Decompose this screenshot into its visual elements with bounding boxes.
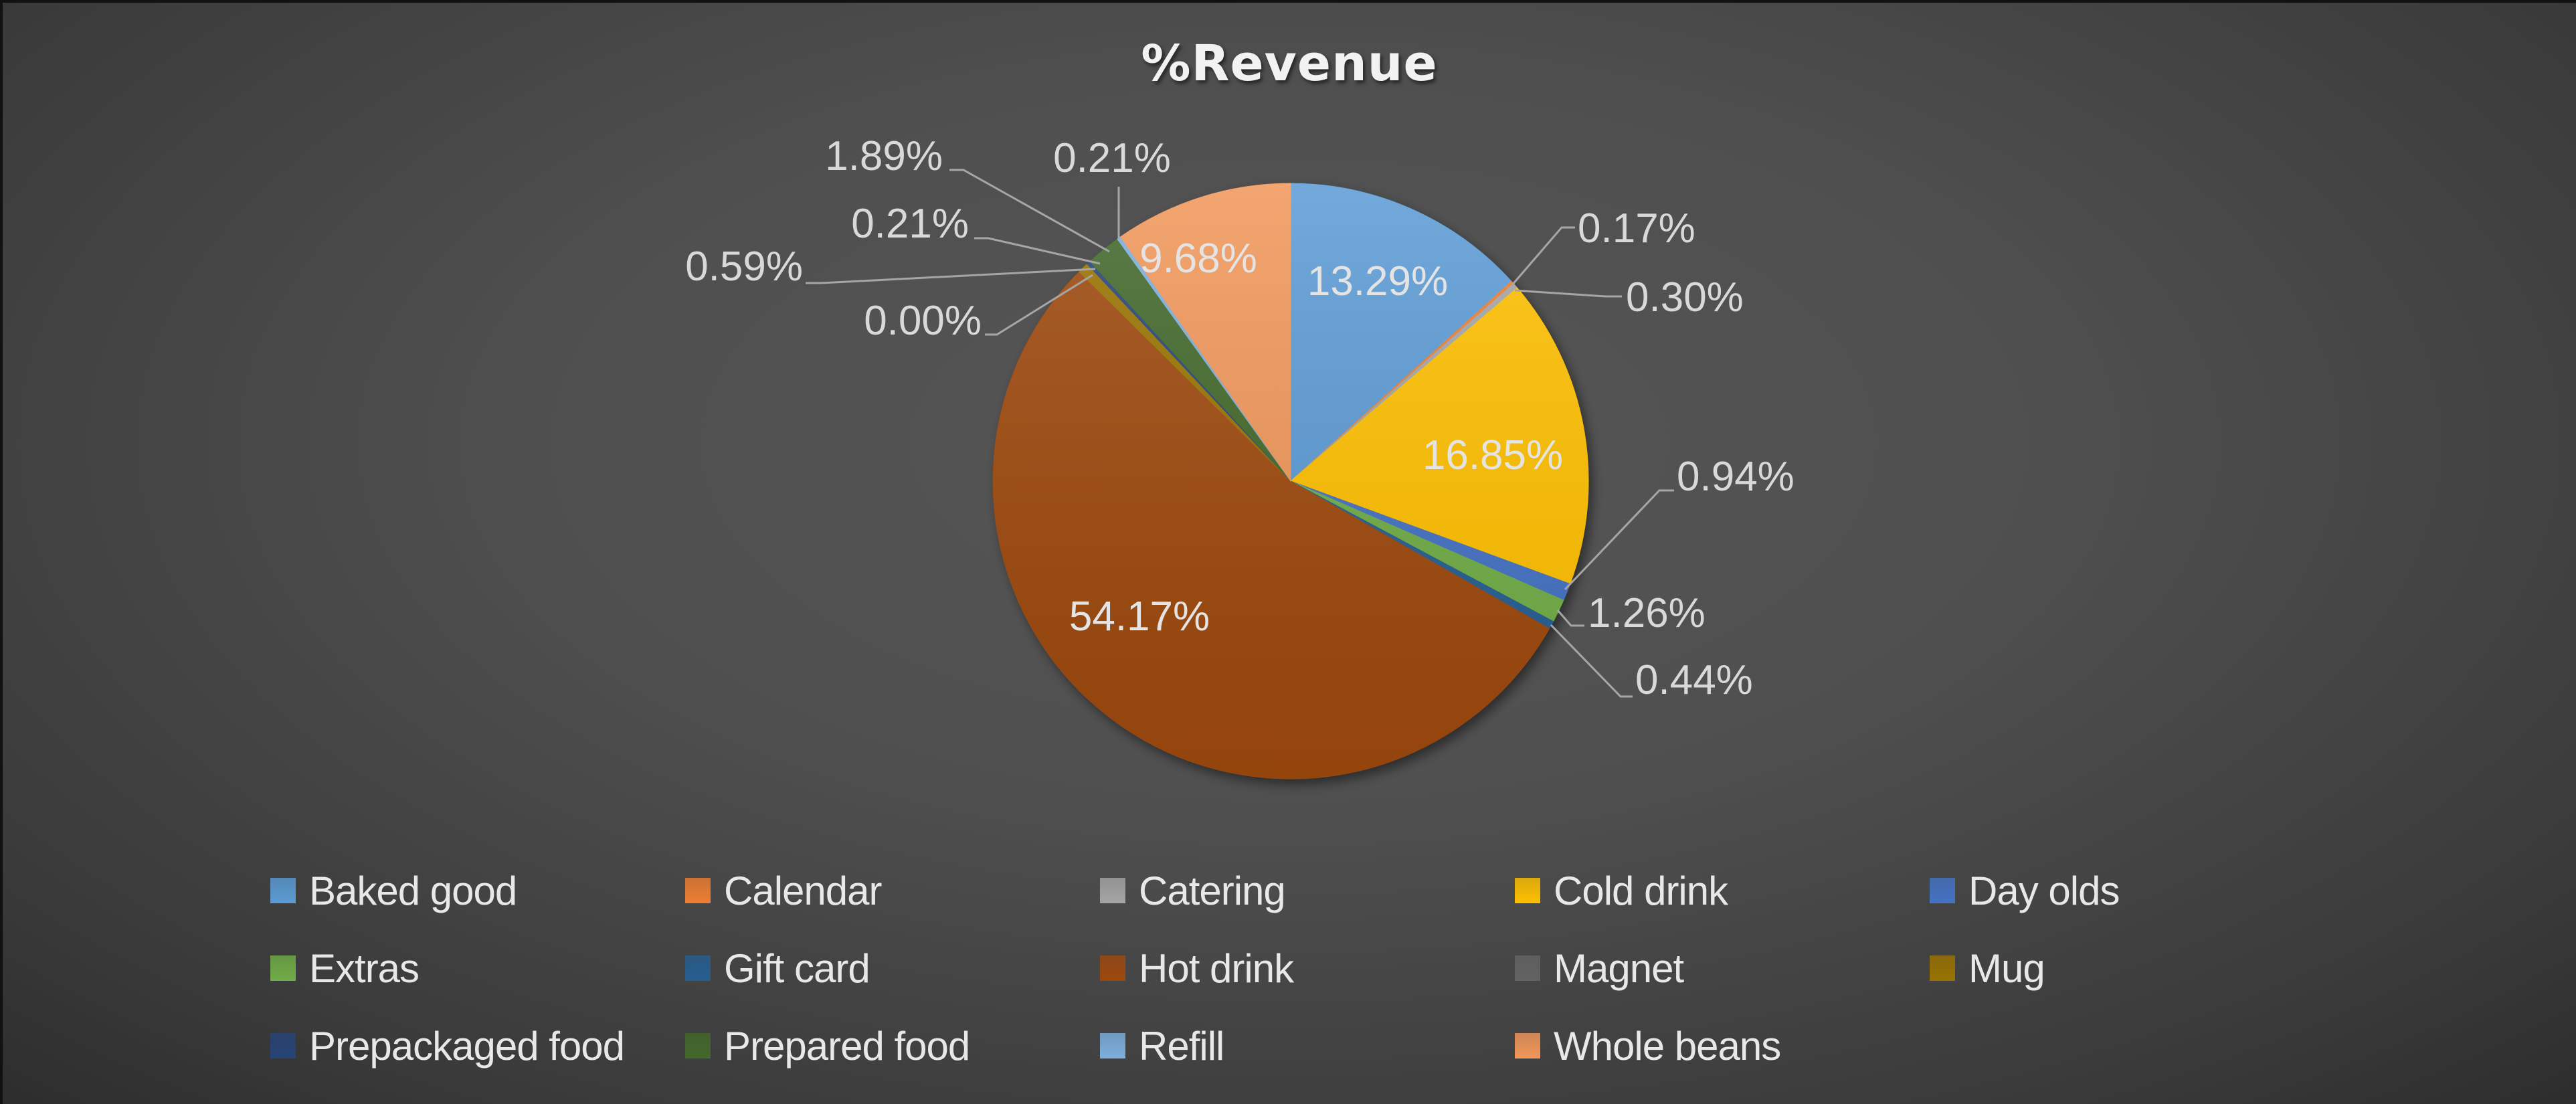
- legend-label: Refill: [1139, 1023, 1224, 1069]
- leader-line: [1510, 226, 1575, 286]
- data-label: 1.26%: [1588, 590, 1706, 636]
- legend-swatch-icon: [1515, 955, 1540, 981]
- data-label: 16.85%: [1422, 432, 1563, 478]
- pie-slices: [992, 183, 1589, 779]
- legend-swatch-icon: [270, 1033, 296, 1059]
- legend-label: Prepared food: [724, 1023, 970, 1069]
- legend-item[interactable]: Magnet: [1515, 945, 1930, 991]
- leader-line: [806, 268, 1096, 284]
- legend-swatch-icon: [1100, 955, 1125, 981]
- leader-lines: [806, 169, 1674, 698]
- legend-label: Mug: [1968, 945, 2045, 991]
- data-label: 0.17%: [1578, 205, 1695, 252]
- legend-item[interactable]: Whole beans: [1515, 1023, 1930, 1069]
- legend-label: Calendar: [724, 868, 882, 913]
- leader-line: [985, 274, 1093, 336]
- legend-item[interactable]: Extras: [270, 945, 685, 991]
- legend-swatch-icon: [1930, 878, 1955, 903]
- data-label: 0.94%: [1677, 454, 1795, 500]
- legend-swatch-icon: [1100, 1033, 1125, 1059]
- legend-swatch-icon: [685, 1033, 711, 1059]
- legend-item[interactable]: Mug: [1930, 945, 2344, 991]
- data-label: 0.59%: [685, 244, 803, 290]
- legend-item[interactable]: Calendar: [685, 868, 1100, 913]
- legend-item[interactable]: Cold drink: [1515, 868, 1930, 913]
- legend-swatch-icon: [1930, 955, 1955, 981]
- legend-swatch-icon: [270, 955, 296, 981]
- legend-label: Extras: [309, 945, 420, 991]
- leader-line: [1556, 610, 1584, 627]
- data-label: 0.21%: [851, 201, 969, 247]
- legend-item[interactable]: Baked good: [270, 868, 685, 913]
- legend-item[interactable]: Hot drink: [1100, 945, 1515, 991]
- data-labels: 0.17% 0.30% 0.94% 1.26% 0.44% 0.00% 0.59% 0.21%…: [685, 133, 1795, 703]
- data-label: 1.89%: [825, 133, 943, 179]
- legend-item[interactable]: Prepared food: [685, 1023, 1100, 1069]
- legend-item[interactable]: Refill: [1100, 1023, 1515, 1069]
- legend-swatch-icon: [685, 955, 711, 981]
- legend-swatch-icon: [270, 878, 296, 903]
- legend-label: Day olds: [1968, 868, 2120, 913]
- legend-item[interactable]: Catering: [1100, 868, 1515, 913]
- legend-label: Magnet: [1554, 945, 1684, 991]
- data-label: 0.00%: [864, 298, 982, 344]
- legend-label: Whole beans: [1554, 1023, 1781, 1069]
- leader-line: [1550, 624, 1633, 698]
- leader-line: [1564, 489, 1674, 591]
- legend-swatch-icon: [685, 878, 711, 903]
- data-label: 54.17%: [1069, 593, 1210, 640]
- legend-label: Gift card: [724, 945, 870, 991]
- leader-line: [949, 169, 1110, 253]
- legend-label: Catering: [1139, 868, 1286, 913]
- legend-label: Prepackaged food: [309, 1023, 625, 1069]
- leader-line: [974, 237, 1101, 265]
- data-label: 9.68%: [1139, 236, 1257, 282]
- chart-title: %Revenue: [1141, 35, 1438, 92]
- legend-swatch-icon: [1515, 1033, 1540, 1059]
- legend-item[interactable]: Prepackaged food: [270, 1023, 685, 1069]
- legend-swatch-icon: [1515, 878, 1540, 903]
- leader-line: [1514, 289, 1622, 298]
- legend-label: Hot drink: [1139, 945, 1294, 991]
- legend-label: Baked good: [309, 868, 517, 913]
- data-label: 13.29%: [1307, 258, 1448, 304]
- legend-swatch-icon: [1100, 878, 1125, 903]
- legend-item[interactable]: Gift card: [685, 945, 1100, 991]
- data-label: 0.21%: [1053, 135, 1171, 181]
- data-label: 0.30%: [1626, 274, 1744, 320]
- legend: Baked good Calendar Catering Cold drink Day …: [270, 868, 2278, 1069]
- data-label: 0.44%: [1635, 657, 1753, 703]
- legend-label: Cold drink: [1554, 868, 1728, 913]
- legend-item[interactable]: Day olds: [1930, 868, 2344, 913]
